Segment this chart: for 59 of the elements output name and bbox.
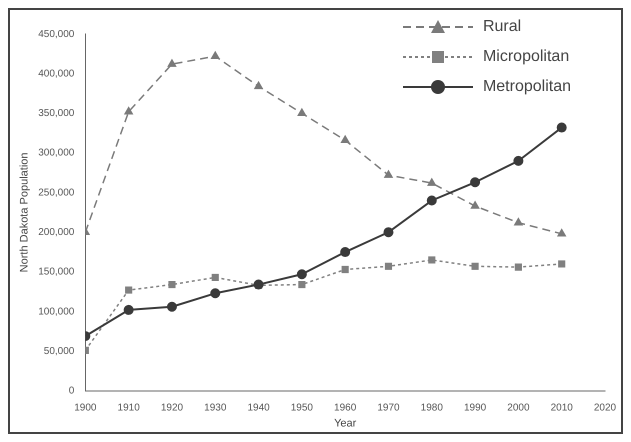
point: [513, 156, 524, 166]
point: [342, 266, 349, 274]
legend-label: Metropolitan: [482, 78, 571, 96]
x-tick-label: 1990: [464, 402, 487, 414]
point: [168, 280, 176, 288]
legend-label: Rural: [482, 18, 522, 36]
y-axis-title: North Dakota Population: [18, 152, 31, 272]
x-tick-label: 1900: [74, 402, 97, 414]
y-tick-label: 100,000: [38, 306, 75, 318]
x-tick-label: 2010: [550, 402, 574, 414]
point: [211, 51, 220, 59]
point: [556, 122, 567, 133]
x-tick-label: 1910: [118, 402, 140, 414]
y-tick-label: 250,000: [38, 187, 75, 198]
y-tick-label: 0: [68, 386, 75, 397]
y-tick-label: 450,000: [38, 28, 75, 40]
point: [514, 264, 522, 271]
point: [166, 302, 177, 312]
point: [212, 274, 219, 281]
point: [298, 280, 306, 288]
point: [472, 262, 479, 270]
point: [470, 201, 480, 209]
x-tick-label: 1980: [420, 402, 444, 414]
y-tick-label: 350,000: [38, 108, 75, 120]
point: [124, 304, 134, 315]
point: [340, 247, 350, 258]
x-tick-label: 1960: [334, 402, 357, 414]
point: [426, 196, 437, 206]
x-tick-label: 1920: [160, 402, 184, 414]
point: [428, 178, 436, 186]
y-tick-label: 400,000: [38, 68, 75, 80]
y-tick-label: 150,000: [38, 266, 75, 278]
legend-label: Micropolitan: [482, 48, 570, 66]
point: [168, 59, 176, 67]
point: [340, 135, 350, 143]
x-tick-label: 1970: [377, 402, 400, 414]
point: [296, 269, 307, 280]
x-tick-label: 1950: [290, 402, 314, 414]
x-axis-title: Year: [334, 417, 357, 430]
point: [254, 82, 263, 90]
point: [428, 256, 436, 264]
x-tick-label: 2020: [594, 402, 617, 414]
point: [384, 170, 393, 178]
x-tick-label: 1940: [247, 402, 270, 414]
point: [514, 218, 523, 226]
point: [558, 260, 566, 268]
point: [124, 106, 133, 114]
y-tick-label: 50,000: [44, 346, 75, 357]
point: [383, 227, 394, 238]
point: [384, 262, 392, 270]
point: [125, 286, 132, 294]
y-tick-label: 300,000: [38, 148, 75, 159]
point: [557, 229, 566, 237]
y-tick-label: 200,000: [38, 226, 75, 238]
x-tick-label: 1930: [204, 402, 227, 414]
point: [298, 108, 306, 116]
x-tick-label: 2000: [507, 402, 530, 414]
point: [210, 288, 220, 298]
point: [470, 177, 480, 188]
